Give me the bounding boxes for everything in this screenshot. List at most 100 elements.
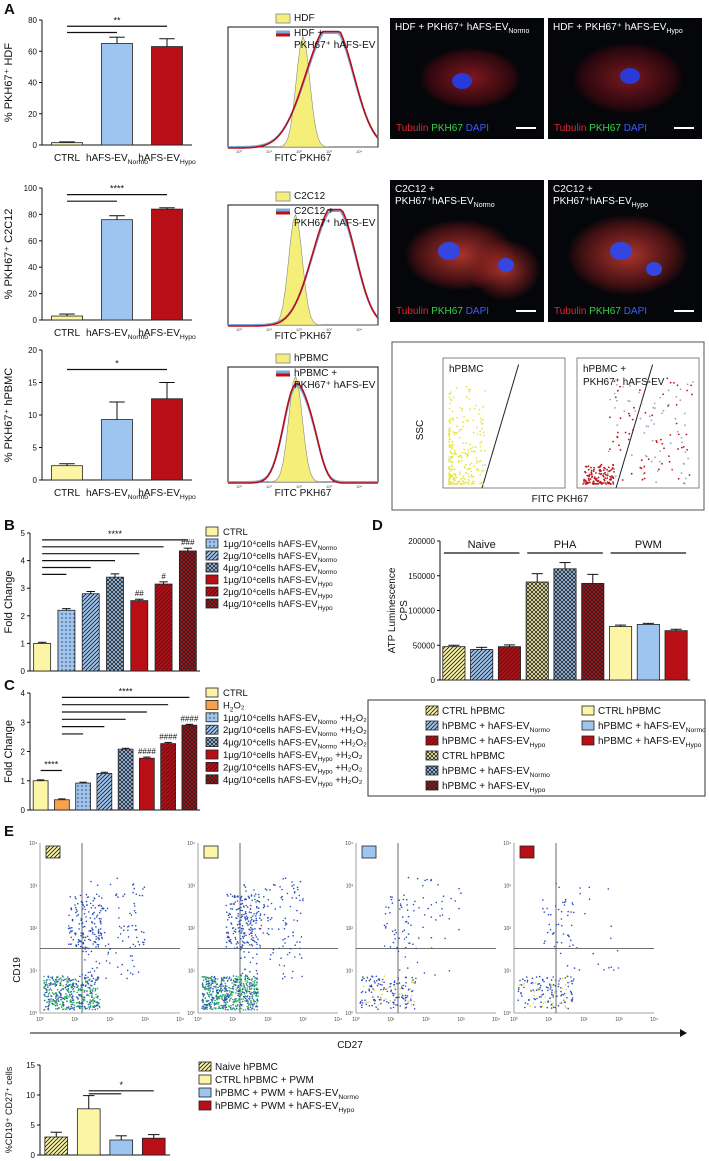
facs-dot xyxy=(254,893,257,895)
bar-annotation: ### xyxy=(181,538,195,547)
facs-dot xyxy=(372,996,374,998)
legend-label: 4µg/10⁴cells hAFS-EVNormo xyxy=(223,563,337,576)
facs-dot xyxy=(250,987,253,990)
facs-dot xyxy=(562,901,564,904)
facs-dot xyxy=(62,988,65,990)
scatter-dot xyxy=(659,396,662,399)
scatter-dot xyxy=(677,433,680,436)
facs-dot xyxy=(399,904,402,907)
facs-dot xyxy=(253,889,255,891)
facs-dot xyxy=(224,984,227,987)
facs-dot xyxy=(120,973,123,976)
facs-dot xyxy=(267,905,269,907)
scatter-dot xyxy=(686,389,688,392)
facs-dot xyxy=(361,1004,363,1006)
facs-dot xyxy=(223,980,225,982)
facs-dot xyxy=(137,941,140,943)
scatter-dot xyxy=(667,389,670,392)
facs-dot xyxy=(280,957,282,959)
facs-dot xyxy=(538,996,541,998)
scatter-dot xyxy=(477,469,480,472)
facs-dot xyxy=(254,915,257,917)
facs-dot xyxy=(91,988,93,991)
scatter-dot xyxy=(588,479,590,482)
facs-dot xyxy=(378,998,381,1001)
facs-dot xyxy=(237,927,240,929)
facs-dot xyxy=(70,979,72,982)
facs-dot xyxy=(66,982,68,984)
facs-dot xyxy=(245,890,247,892)
facs-dot xyxy=(255,994,258,996)
facs-dot xyxy=(251,915,254,917)
facs-dot xyxy=(230,942,233,944)
facs-dot xyxy=(93,983,96,985)
facs-dot xyxy=(61,988,63,990)
facs-dot xyxy=(48,989,50,991)
facs-dot xyxy=(228,1005,230,1007)
facs-dot xyxy=(376,984,379,987)
legend-label: hPBMC + hAFS-EVHypo xyxy=(598,736,702,749)
facs-dot xyxy=(543,980,545,983)
facs-dot xyxy=(232,988,234,990)
scatter-dot xyxy=(595,472,597,474)
scatter-dot xyxy=(643,466,646,469)
facs-dot xyxy=(400,906,403,909)
facs-dot xyxy=(399,987,401,990)
facs-dot xyxy=(210,993,213,995)
facs-dot xyxy=(231,908,234,910)
facs-dot xyxy=(541,979,544,982)
facs-dot xyxy=(43,993,45,996)
scatter-dot xyxy=(459,454,462,457)
legend-label: C2C12 xyxy=(294,191,326,202)
facs-dot xyxy=(531,977,534,980)
facs-dot xyxy=(82,942,85,945)
facs-dot xyxy=(403,894,405,896)
facs-dot xyxy=(588,898,591,900)
scatter-dot xyxy=(461,407,464,410)
scatter-dot xyxy=(593,477,596,480)
facs-dot xyxy=(77,998,79,1000)
scatter-dot xyxy=(653,423,655,425)
facs-tick: 10³ xyxy=(299,1017,307,1023)
scatter-dot xyxy=(449,391,452,393)
facs-dot xyxy=(210,984,212,986)
facs-dot xyxy=(568,945,571,948)
facs-dot xyxy=(98,895,100,897)
facs-dot xyxy=(398,899,401,901)
scatter-dot xyxy=(452,418,454,421)
facs-dot xyxy=(55,995,57,997)
facs-dot xyxy=(97,995,99,997)
group-label: PWM xyxy=(635,539,662,551)
facs-dot xyxy=(554,1006,557,1009)
histogram-decade: 10⁰ xyxy=(236,327,242,332)
facs-dot xyxy=(603,969,605,971)
facs-dot xyxy=(234,1005,237,1007)
histogram-decade: 10⁴ xyxy=(356,149,362,154)
bar xyxy=(141,1137,166,1156)
facs-dot xyxy=(407,988,410,991)
facs-dot xyxy=(143,931,145,934)
facs-dot xyxy=(94,1008,97,1011)
scatter-dot xyxy=(472,475,475,478)
facs-dot xyxy=(120,927,123,929)
facs-dot xyxy=(96,979,98,981)
facs-dot xyxy=(97,946,100,948)
facs-dot xyxy=(537,989,539,992)
bar xyxy=(101,43,133,146)
scatter-dot xyxy=(465,481,468,484)
bar-pattern xyxy=(82,593,100,671)
scatter-dot xyxy=(466,468,469,471)
facs-dot xyxy=(399,1005,402,1007)
scatter-dot xyxy=(661,462,663,465)
scale-bar xyxy=(674,310,694,312)
facs-dot xyxy=(57,976,59,978)
facs-dot xyxy=(203,1003,206,1006)
facs-dot xyxy=(412,903,415,906)
facs-dot xyxy=(404,994,407,997)
facs-dot xyxy=(386,990,389,993)
facs-tick: 10³ xyxy=(188,884,196,890)
facs-dot xyxy=(385,925,387,928)
facs-dot xyxy=(248,911,251,913)
facs-dot xyxy=(79,940,81,943)
facs-dot xyxy=(65,978,68,980)
